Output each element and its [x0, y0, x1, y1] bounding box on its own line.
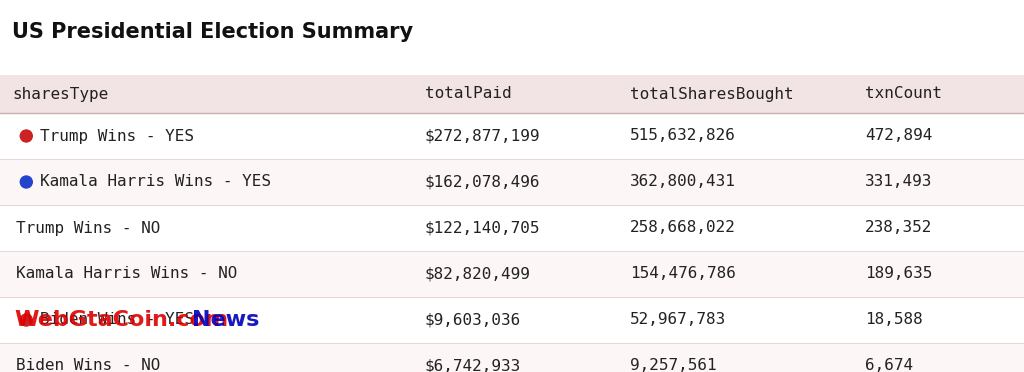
Text: 6,674: 6,674	[865, 359, 913, 372]
Text: 18,588: 18,588	[865, 312, 923, 327]
Text: 189,635: 189,635	[865, 266, 933, 282]
Text: 362,800,431: 362,800,431	[630, 174, 735, 189]
Text: Kamala Harris Wins - YES: Kamala Harris Wins - YES	[40, 174, 271, 189]
Text: Trump Wins - NO: Trump Wins - NO	[16, 221, 161, 235]
Text: sharesType: sharesType	[12, 87, 109, 102]
Text: US Presidential Election Summary: US Presidential Election Summary	[12, 22, 414, 42]
Text: 515,632,826: 515,632,826	[630, 128, 735, 144]
Text: $122,140,705: $122,140,705	[425, 221, 541, 235]
Text: 258,668,022: 258,668,022	[630, 221, 735, 235]
Bar	[0, 205, 1024, 251]
Bar	[0, 297, 1024, 343]
Bar	[0, 251, 1024, 297]
Text: 9,257,561: 9,257,561	[630, 359, 717, 372]
Text: 154,476,786: 154,476,786	[630, 266, 735, 282]
Circle shape	[20, 314, 33, 326]
Text: 472,894: 472,894	[865, 128, 933, 144]
Text: $162,078,496: $162,078,496	[425, 174, 541, 189]
Text: 331,493: 331,493	[865, 174, 933, 189]
Bar	[0, 75, 1024, 113]
Text: $6,742,933: $6,742,933	[425, 359, 521, 372]
Text: totalSharesBought: totalSharesBought	[630, 87, 794, 102]
Text: Biden Wins - YES: Biden Wins - YES	[40, 312, 195, 327]
Circle shape	[20, 176, 33, 188]
Text: $272,877,199: $272,877,199	[425, 128, 541, 144]
Text: Trump Wins - YES: Trump Wins - YES	[40, 128, 195, 144]
Bar	[0, 343, 1024, 372]
Bar	[0, 113, 1024, 159]
Text: totalPaid: totalPaid	[425, 87, 512, 102]
Text: Biden Wins - NO: Biden Wins - NO	[16, 359, 161, 372]
Text: txnCount: txnCount	[865, 87, 942, 102]
Circle shape	[20, 130, 33, 142]
Text: $82,820,499: $82,820,499	[425, 266, 530, 282]
Text: 238,352: 238,352	[865, 221, 933, 235]
Text: News: News	[193, 310, 260, 330]
Text: 52,967,783: 52,967,783	[630, 312, 726, 327]
Text: $9,603,036: $9,603,036	[425, 312, 521, 327]
Text: WebGtaCoin.com: WebGtaCoin.com	[14, 310, 228, 330]
Text: Kamala Harris Wins - NO: Kamala Harris Wins - NO	[16, 266, 238, 282]
Bar	[0, 159, 1024, 205]
